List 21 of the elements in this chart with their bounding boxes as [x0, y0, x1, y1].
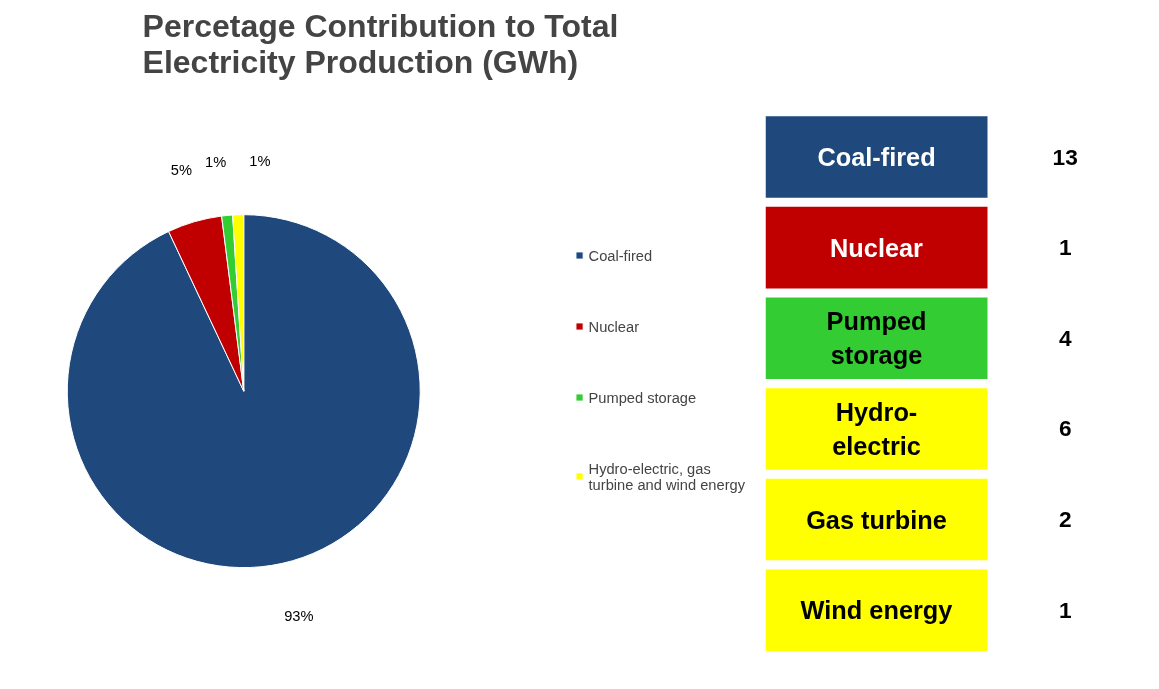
data-label: 1%	[249, 153, 271, 170]
legend-label: Nuclear	[588, 318, 640, 334]
data-label: 5%	[170, 161, 193, 178]
legend-label: Coal-fired	[588, 247, 653, 263]
legend-label: Pumped storage	[588, 389, 697, 405]
data-label: 1	[1058, 596, 1072, 623]
data-label: 93%	[284, 607, 314, 624]
data-label: 4	[1058, 324, 1072, 351]
category-label: Wind energy	[800, 596, 953, 625]
category-label: Nuclear	[830, 233, 924, 262]
legend-label: Hydro-electric, gas turbine and wind energy	[588, 460, 745, 492]
category-label: Gas turbine	[806, 505, 947, 534]
category-label: Pumped storage	[826, 307, 927, 370]
data-label: 1	[1058, 234, 1072, 261]
data-label: 1%	[205, 154, 227, 171]
data-label: 6	[1058, 415, 1072, 442]
data-label: 2	[1058, 506, 1072, 533]
chart-title: Percetage Contribution to Total Electricity Production (GWh)	[142, 7, 619, 80]
data-label: 13	[1052, 143, 1078, 170]
category-label: Coal-fired	[817, 143, 936, 172]
category-label: Hydro-electric	[832, 398, 921, 460]
